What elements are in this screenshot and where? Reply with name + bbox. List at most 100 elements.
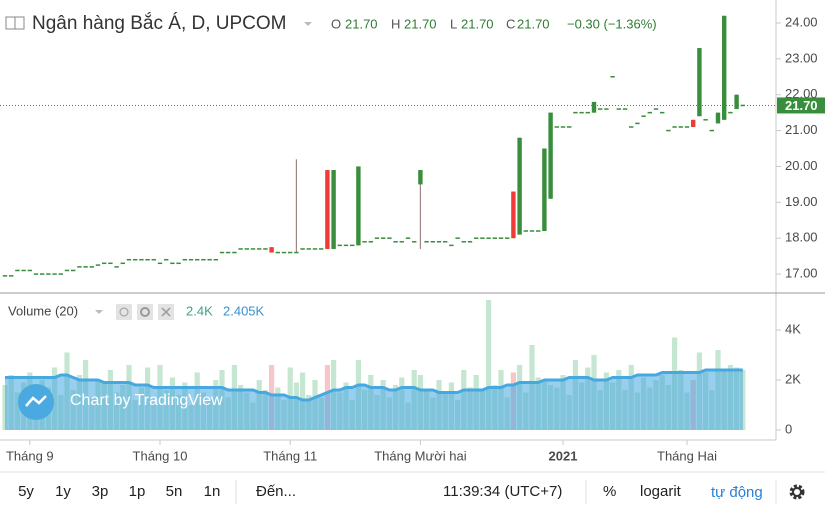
symbol-title[interactable]: Ngân hàng Bắc Á, D, UPCOM [32,12,287,34]
ohlc-label: L [450,16,457,31]
y-tick-label: 19.00 [785,194,818,209]
candle-body [542,148,547,232]
candle-body [226,251,231,254]
ohlc-label: H [391,16,400,31]
candle-body [480,237,485,239]
candle-body [182,258,187,261]
ohlc-value: 21.70 [517,16,550,31]
candle-body [164,258,169,261]
candle-body [647,111,652,114]
price-change: −0.30 (−1.36%) [567,16,657,31]
x-tick-label: Tháng Hai [657,448,717,463]
x-tick-label: 2021 [549,448,578,463]
watermark-logo-glyph [25,395,47,407]
candle-body [2,275,8,277]
candle-body [604,108,609,110]
candle-body [467,241,473,243]
candle-body [641,115,646,117]
range-button[interactable]: 3p [92,483,109,500]
candle-body [449,244,454,247]
range-buttons: 5y 1y 3p 1p 5n 1n [18,483,220,500]
candle-body [585,111,590,114]
candle-body [529,230,535,232]
candle-body [188,258,194,261]
range-button[interactable]: 1n [204,483,221,500]
candle-body [52,273,57,275]
candle-body [21,269,26,272]
candle-body [591,101,597,113]
candle-body [443,241,448,243]
candle-body [381,237,386,239]
candle-body [598,108,603,110]
candle-body [666,129,671,132]
settings-gear[interactable] [789,484,805,500]
candle-body [672,126,677,128]
candle-body [89,266,94,268]
ohlc-value: 21.70 [345,16,378,31]
gear-teeth [789,484,805,500]
y-tick-label: 23.00 [785,50,818,65]
candle-body [139,258,144,261]
candle-body [33,273,39,275]
range-button[interactable]: 1y [55,483,71,500]
clock[interactable]: 11:39:34 (UTC+7) [443,483,562,500]
candle-body [461,241,466,243]
candle-body [213,258,218,261]
candle-body [635,122,640,125]
candle-body [319,248,324,250]
candle-body [660,111,665,114]
candle-body [474,237,479,239]
candle-body [722,15,727,120]
candle-body [740,104,745,107]
last-price-badge [777,97,825,114]
auto-scale-toggle[interactable]: tự động [711,484,763,501]
volume-legend-name[interactable]: Volume (20) [8,303,78,318]
log-toggle[interactable]: logarit [640,483,682,500]
eye-icon [119,307,129,317]
layout-icon [14,16,25,30]
candle-body [691,119,696,127]
volume-ma-area [5,370,743,430]
candle-body [151,258,156,261]
candle-body [567,126,572,128]
candle-body [108,262,113,265]
range-button[interactable]: 5y [18,483,34,500]
candle-body [511,191,516,239]
candle-body [412,241,417,243]
candle-body [374,237,380,239]
goto-date[interactable]: Đến... [256,483,296,500]
volume-legend-value: 2.4K [186,303,213,318]
y-tick-label: 24.00 [785,14,818,29]
percent-toggle[interactable]: % [603,483,616,500]
dropdown-arrow[interactable] [304,22,312,26]
dropdown-arrow[interactable] [95,310,103,314]
candle-body [77,266,82,268]
x-tick-label: Tháng 11 [263,448,317,463]
y-tick-label: 21.00 [785,122,818,137]
candle-body [368,241,373,243]
candle-body [734,94,739,110]
volume-tick-label: 0 [785,421,792,436]
candle-body [455,237,460,239]
candle-body [536,230,541,232]
candle-body [548,112,553,199]
last-price-label: 21.70 [785,98,818,113]
candle-body [653,108,659,110]
candle-body [554,126,559,128]
candle-body [157,262,163,265]
candle-body [126,258,132,261]
y-tick-label: 18.00 [785,230,818,245]
settings-button[interactable] [137,304,153,320]
range-button[interactable]: 1p [129,483,146,500]
candle-body [15,269,20,272]
visibility-button[interactable] [116,304,132,320]
candle-body [64,269,70,272]
candle-body [523,230,528,232]
range-button[interactable]: 5n [166,483,183,500]
candle-body [294,251,299,254]
candle-body [350,244,355,247]
candle-body [325,170,330,249]
candle-body [579,111,584,114]
close-icon [161,307,171,317]
candle-body [436,241,442,243]
